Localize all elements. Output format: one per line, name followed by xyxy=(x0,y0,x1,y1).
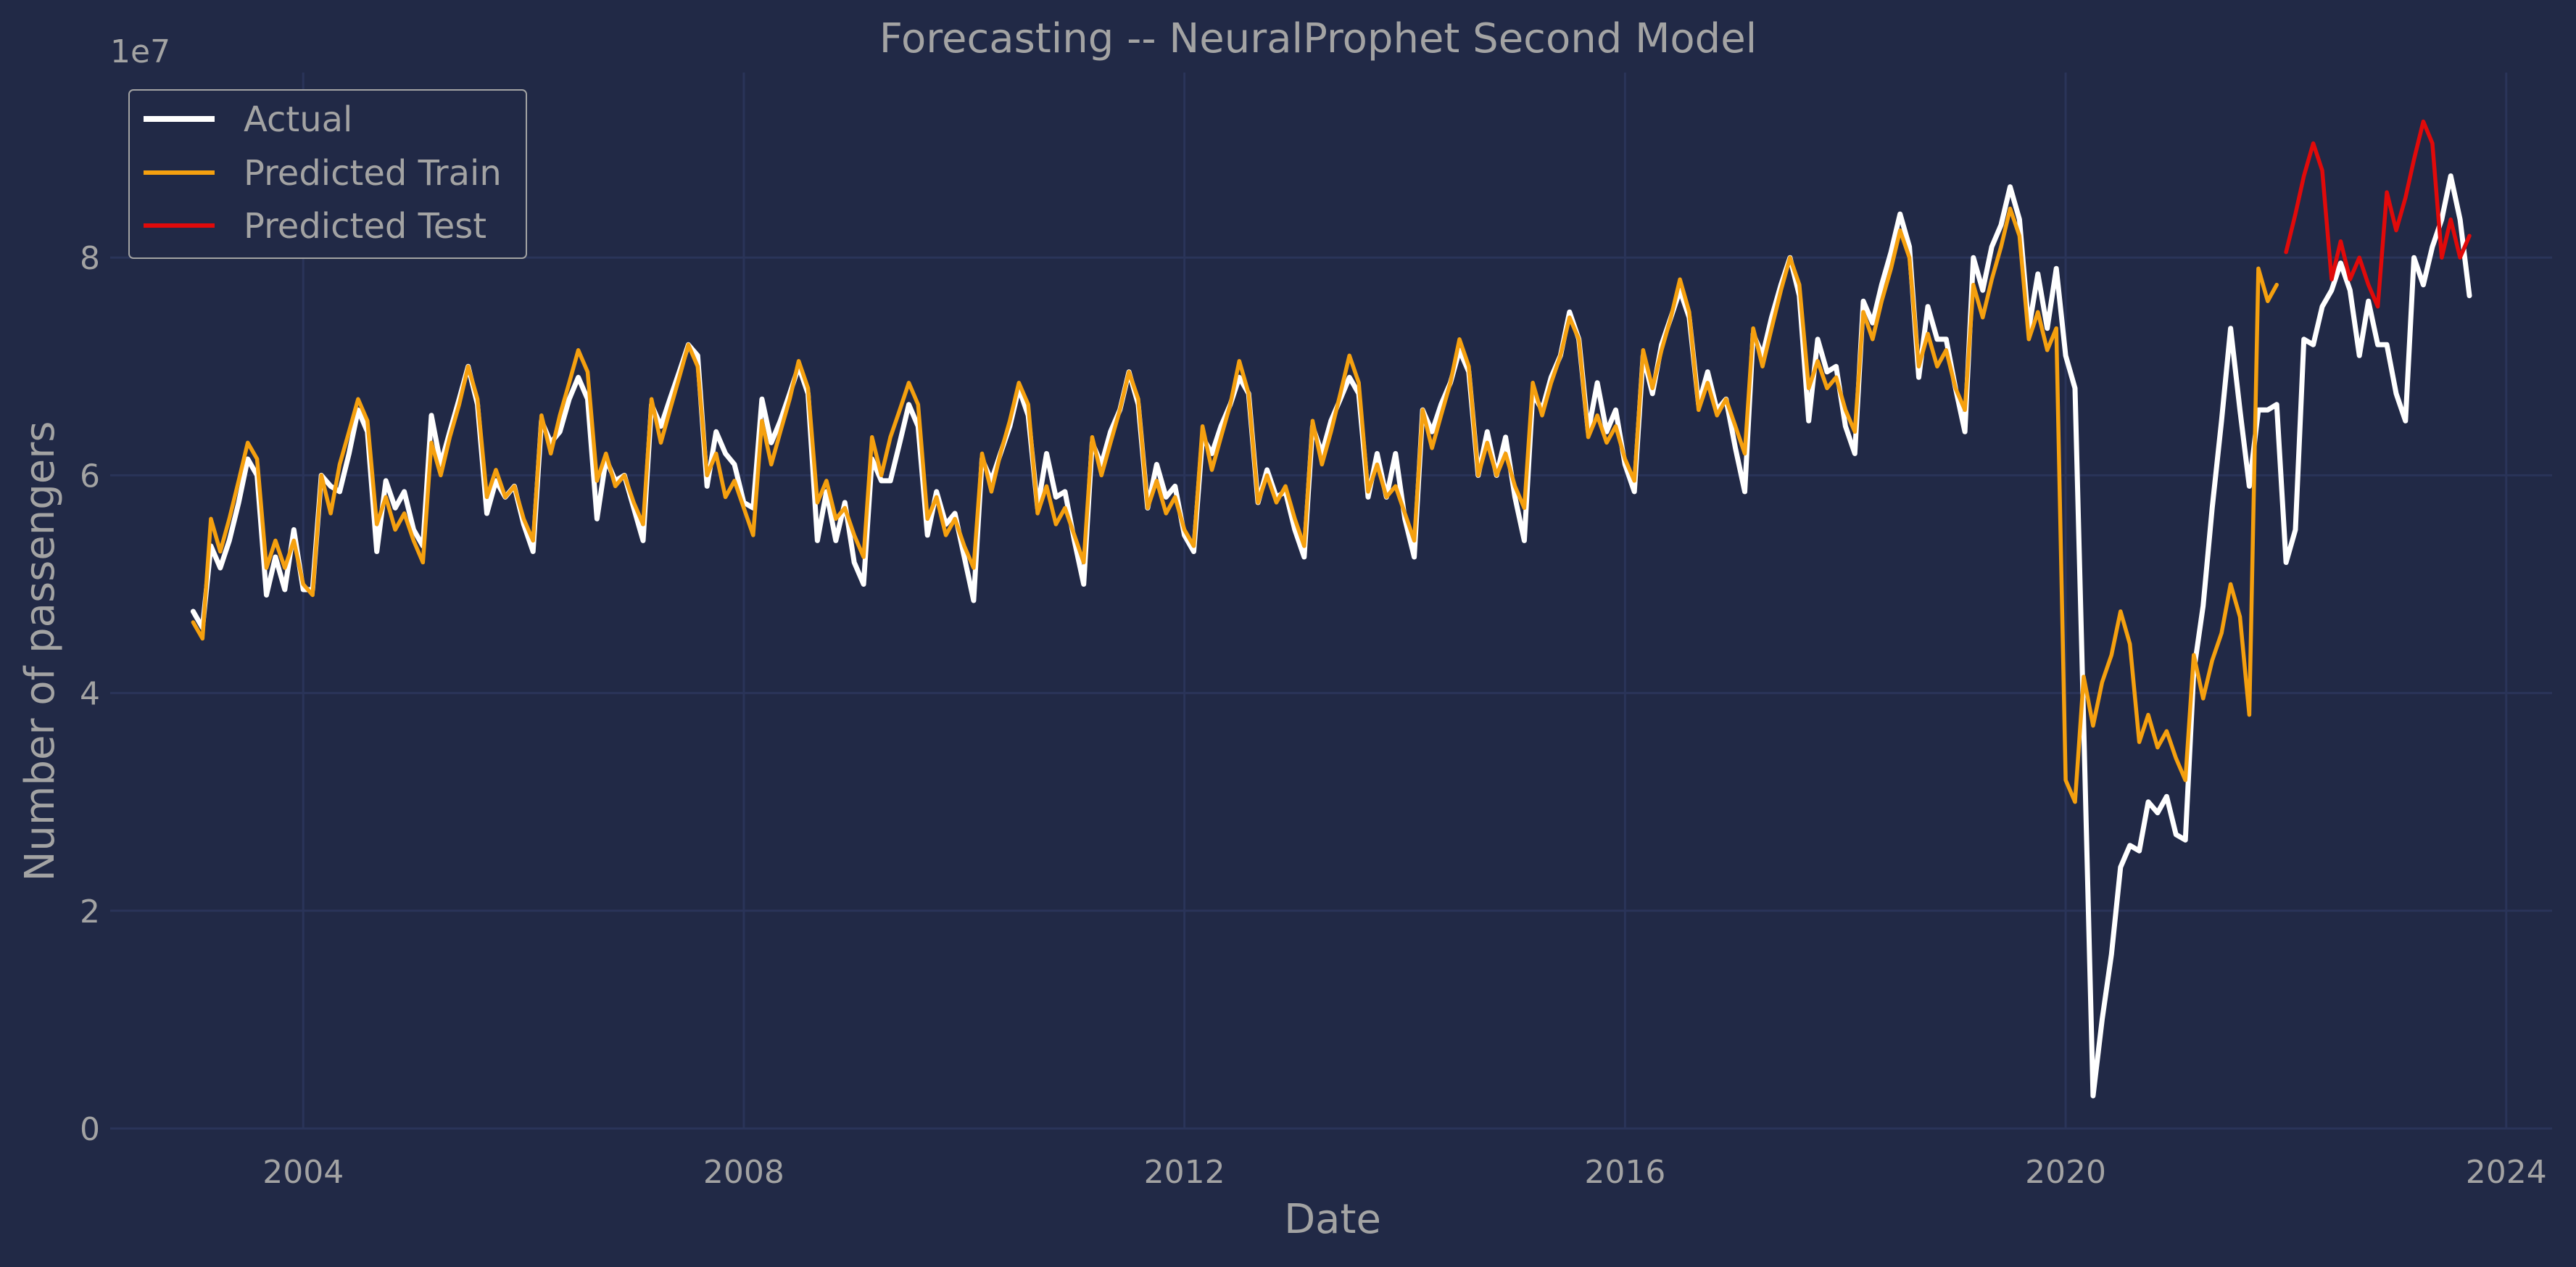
series-line-predicted-test xyxy=(2284,119,2472,309)
legend-label-predicted-test: Predicted Test xyxy=(244,206,486,247)
x-tick-label-2020: 2020 xyxy=(2025,1154,2106,1191)
x-axis-label: Date xyxy=(1284,1196,1381,1243)
y-tick-label-4: 4 xyxy=(80,676,100,713)
y-tick-label-8: 8 xyxy=(80,240,100,277)
y-tick-label-2: 2 xyxy=(80,893,100,930)
y-axis-label: Number of passengers xyxy=(17,421,64,882)
x-tick-label-2012: 2012 xyxy=(1144,1154,1225,1191)
series-lines xyxy=(190,119,2472,1099)
y-axis-ticks: 0 2 4 6 8 xyxy=(80,240,100,1148)
legend: Actual Predicted Train Predicted Test xyxy=(128,89,527,259)
x-tick-label-2004: 2004 xyxy=(262,1154,344,1191)
chart-title: Forecasting -- NeuralProphet Second Mode… xyxy=(879,15,1757,62)
series-line-predicted-train xyxy=(191,206,2279,804)
x-tick-label-2008: 2008 xyxy=(703,1154,784,1191)
x-tick-label-2024: 2024 xyxy=(2466,1154,2547,1191)
y-tick-label-6: 6 xyxy=(80,458,100,495)
x-tick-label-2016: 2016 xyxy=(1584,1154,1665,1191)
x-axis-ticks: 2004 2008 2012 2016 2020 2024 xyxy=(262,1154,2547,1191)
y-tick-label-0: 0 xyxy=(80,1111,100,1148)
series-line-actual xyxy=(190,173,2472,1099)
y-offset-label: 1e7 xyxy=(110,33,170,70)
legend-label-actual: Actual xyxy=(244,99,352,140)
legend-box xyxy=(128,89,527,259)
legend-label-predicted-train: Predicted Train xyxy=(244,153,502,194)
